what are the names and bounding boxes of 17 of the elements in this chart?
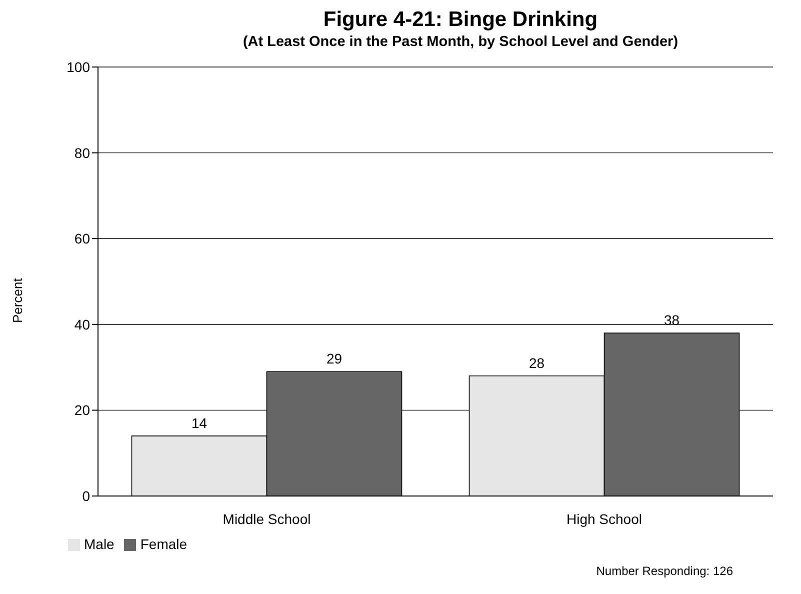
chart-subtitle: (At Least Once in the Past Month, by School Level and Gender) (242, 33, 680, 52)
y-tick-label: 0 (82, 488, 90, 504)
legend-label: Male (84, 536, 114, 552)
y-tick-label: 80 (74, 144, 90, 161)
text: Number Responding: 126 (596, 564, 733, 578)
data-label: 28 (528, 354, 545, 371)
y-tick-label: 100 (66, 58, 90, 75)
y-tick-label: 40 (74, 316, 90, 332)
legend-label: Female (140, 536, 188, 552)
y-axis-title: Percent (10, 278, 25, 323)
y-tick-label: 20 (74, 402, 90, 418)
x-tick-label: Middle School (222, 510, 311, 527)
data-label: 14 (191, 414, 208, 431)
x-tick-label: High School (566, 510, 642, 527)
y-tick-label: 60 (74, 230, 90, 247)
data-label: 29 (326, 350, 342, 367)
chart-title: Figure 4-21: Binge Drinking (322, 8, 599, 32)
